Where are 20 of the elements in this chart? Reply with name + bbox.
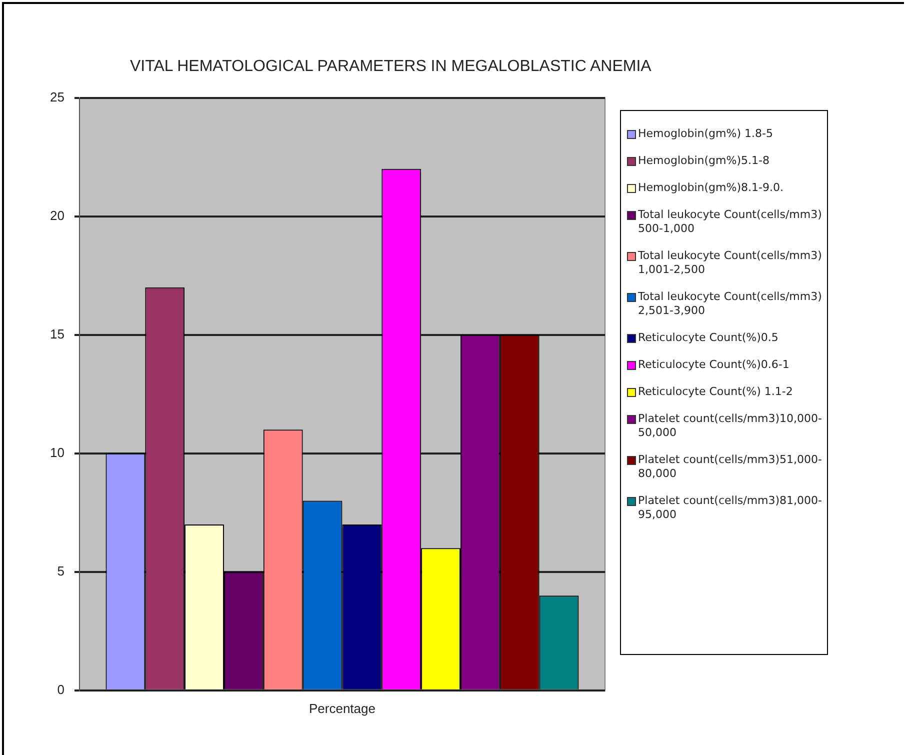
y-tick-label: 0 xyxy=(57,682,64,697)
x-tick-label: Percentage xyxy=(308,700,376,716)
legend-label: Hemoglobin(gm%)8.1-9.0. xyxy=(638,181,784,195)
legend-label: Hemoglobin(gm%) 1.8-5 xyxy=(638,127,773,141)
legend-label: Total leukocyte Count(cells/mm3) 1,001-2,500 xyxy=(638,249,823,277)
legend-label: Platelet count(cells/mm3)51,000-80,000 xyxy=(638,453,823,481)
legend-label: Reticulocyte Count(%) 1.1-2 xyxy=(638,385,793,399)
legend-label: Platelet count(cells/mm3)81,000-95,000 xyxy=(638,494,823,522)
legend-label: Total leukocyte Count(cells/mm3) 500-1,000 xyxy=(638,208,823,236)
y-tick-label: 5 xyxy=(57,563,64,578)
legend-label: Reticulocyte Count(%)0.6-1 xyxy=(638,358,790,372)
y-tick-label: 20 xyxy=(50,208,64,223)
legend-label: Total leukocyte Count(cells/mm3) 2,501-3,900 xyxy=(638,290,823,318)
legend-label: Hemoglobin(gm%)5.1-8 xyxy=(638,154,770,168)
legend-label: Platelet count(cells/mm3)10,000-50,000 xyxy=(638,412,823,440)
legend-label: Reticulocyte Count(%)0.5 xyxy=(638,331,778,345)
y-tick-label: 15 xyxy=(50,326,64,342)
chart-title: VITAL HEMATOLOGICAL PARAMETERS IN MEGALOBLASTIC ANEMIA xyxy=(130,58,652,76)
y-tick-label: 10 xyxy=(50,444,64,460)
y-tick-label: 25 xyxy=(50,89,64,104)
